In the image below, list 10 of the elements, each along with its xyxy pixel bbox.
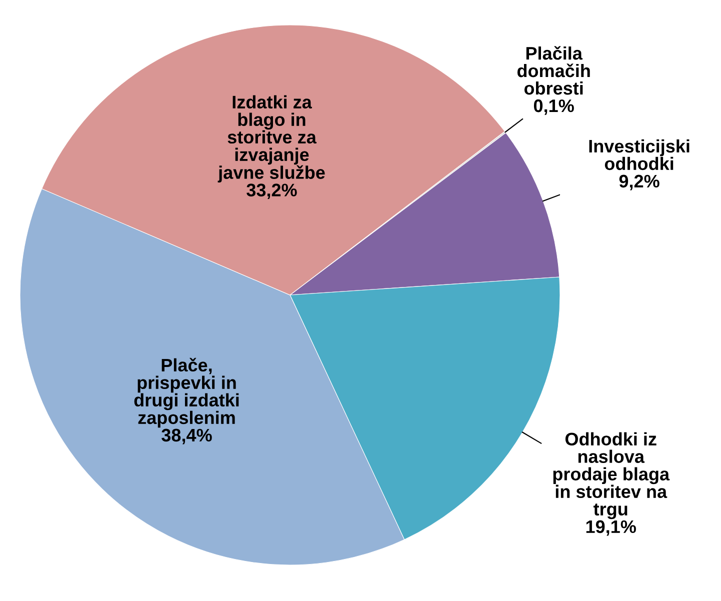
slice-label: Plačila domačih obresti — [517, 46, 590, 95]
slice-label: Odhodki iz naslova prodaje blaga in storitev na trgu — [553, 432, 670, 520]
slice-label: Investicijski odhodki — [589, 139, 690, 170]
slice-label: Izdatki za blago in storitve za izvajanje javne službe — [218, 95, 325, 183]
data-label: 0,1% — [534, 99, 574, 115]
data-label: 33,2% — [246, 184, 297, 200]
data-label: 38,4% — [162, 428, 212, 444]
data-label: 9,2% — [619, 174, 660, 190]
data-label: 19,1% — [586, 520, 636, 536]
slice-label: Plače, prispevki in drugi izdatki zaposlenim — [134, 358, 239, 428]
